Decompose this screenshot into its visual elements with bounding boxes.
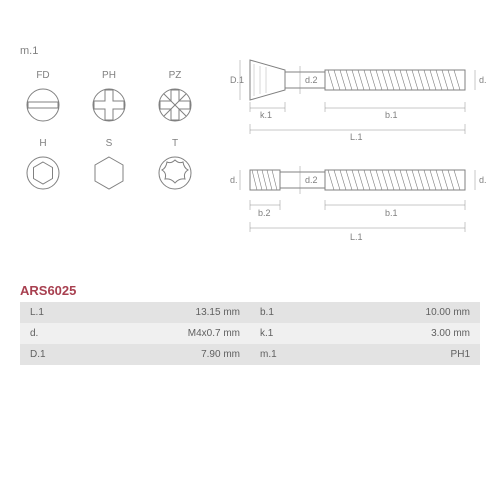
hex-head-drive-icon (86, 155, 132, 191)
table-row: L.1 13.15 mm b.1 10.00 mm (20, 302, 480, 323)
svg-text:d.: d. (230, 175, 238, 185)
svg-text:b.2: b.2 (258, 208, 271, 218)
drive-fd: FD (20, 70, 66, 123)
svg-text:b.1: b.1 (385, 208, 398, 218)
drive-t: T (152, 138, 198, 191)
svg-text:b.1: b.1 (385, 110, 398, 120)
drive-s: S (86, 138, 132, 191)
svg-text:d.2: d.2 (305, 175, 318, 185)
set-screw-diagram: d. d.2 d. b.2 b.1 L.1 (230, 166, 487, 242)
pozidriv-drive-icon (152, 87, 198, 123)
hex-socket-drive-icon (20, 155, 66, 191)
svg-text:d.2: d.2 (305, 75, 318, 85)
screw-side-views: D.1 d.2 d. k.1 b.1 L.1 (230, 40, 480, 275)
spec-table-area: ARS6025 L.1 13.15 mm b.1 10.00 mm d. M4x… (20, 283, 480, 365)
svg-text:k.1: k.1 (260, 110, 272, 120)
table-row: d. M4x0.7 mm k.1 3.00 mm (20, 323, 480, 344)
diagram-area: m.1 FD PH PZ (20, 20, 480, 280)
drive-section-label: m.1 (20, 45, 38, 57)
svg-text:L.1: L.1 (350, 232, 363, 242)
phillips-drive-icon (86, 87, 132, 123)
countersunk-screw-diagram: D.1 d.2 d. k.1 b.1 L.1 (230, 60, 487, 142)
spec-table: L.1 13.15 mm b.1 10.00 mm d. M4x0.7 mm k… (20, 302, 480, 365)
drive-type-grid: FD PH PZ H (20, 70, 200, 206)
drive-h: H (20, 138, 66, 191)
svg-text:d.: d. (479, 175, 487, 185)
table-row: D.1 7.90 mm m.1 PH1 (20, 344, 480, 365)
drive-ph: PH (86, 70, 132, 123)
torx-drive-icon (152, 155, 198, 191)
flat-drive-icon (20, 87, 66, 123)
drive-pz: PZ (152, 70, 198, 123)
svg-text:d.: d. (479, 75, 487, 85)
part-number: ARS6025 (20, 283, 480, 298)
svg-text:D.1: D.1 (230, 75, 244, 85)
svg-text:L.1: L.1 (350, 132, 363, 142)
